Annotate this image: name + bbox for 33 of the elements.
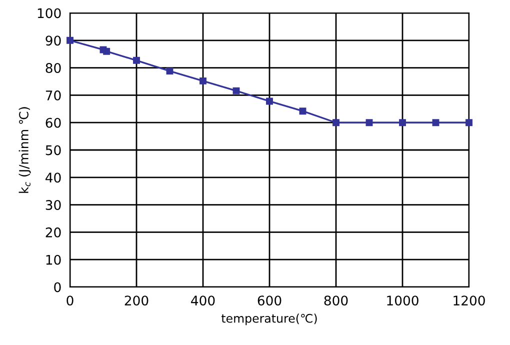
y-tick-label: 80 bbox=[46, 63, 61, 73]
point bbox=[366, 119, 373, 126]
point bbox=[133, 56, 140, 64]
point bbox=[332, 119, 340, 126]
y-tick-label: 20 bbox=[46, 227, 61, 238]
x-axis-title: temperature(℃) bbox=[221, 314, 317, 326]
x-tick-label: 600 bbox=[258, 296, 282, 306]
x-tick-label: 800 bbox=[324, 296, 348, 306]
point bbox=[432, 119, 440, 126]
point bbox=[466, 119, 472, 126]
x-tick-label: 0 bbox=[66, 296, 74, 306]
y-tick-label: 70 bbox=[46, 90, 61, 100]
y-tick-label: 90 bbox=[46, 36, 61, 46]
y-tick-label: 100 bbox=[38, 8, 61, 18]
point bbox=[103, 48, 110, 55]
y-axis-title: k$_{c}$ (J/minm ℃) bbox=[18, 107, 31, 193]
x-tick-label: 1200 bbox=[454, 296, 485, 306]
y-tick-label: 10 bbox=[46, 254, 61, 265]
point bbox=[399, 119, 406, 126]
point bbox=[266, 98, 273, 105]
point bbox=[299, 108, 306, 115]
y-tick-label: 30 bbox=[46, 200, 61, 210]
y-tick-label: 60 bbox=[46, 118, 61, 128]
y-tick-label: 50 bbox=[46, 145, 61, 156]
point bbox=[166, 68, 174, 75]
point bbox=[200, 77, 206, 84]
y-tick-label: 0 bbox=[54, 282, 61, 292]
x-tick-label: 1000 bbox=[387, 296, 418, 306]
point bbox=[66, 36, 74, 44]
x-tick-label: 200 bbox=[124, 296, 148, 306]
y-tick-label: 40 bbox=[46, 172, 61, 183]
x-tick-label: 400 bbox=[191, 296, 215, 306]
point bbox=[232, 87, 240, 94]
